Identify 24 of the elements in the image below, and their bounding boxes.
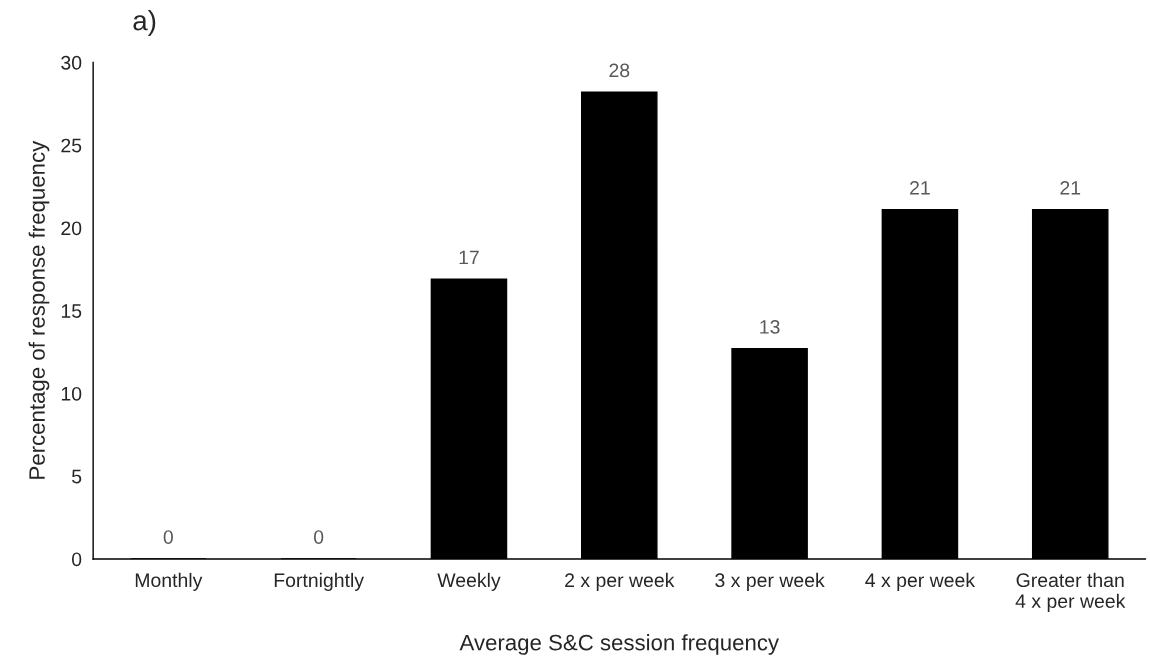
chart-title: a) [133,10,156,36]
y-tick-label: 10 [61,386,82,401]
y-tick-label: 5 [72,469,82,484]
x-tick-label: Weekly [437,572,501,591]
y-tick-label: 20 [61,221,82,236]
x-tick-label: 4 x per week [865,572,976,591]
x-tick-label: 3 x per week [715,572,825,591]
data-label: 28 [609,63,630,78]
data-label: 21 [910,180,930,195]
x-axis-title: Average S&C session frequency [459,634,780,655]
data-label: 13 [760,320,780,334]
data-label: 17 [459,250,479,265]
data-label: 21 [1060,180,1081,195]
data-label: 0 [313,530,324,544]
y-tick-label: 0 [71,552,82,567]
x-tick-label: Monthly [135,572,203,591]
x-tick-label: Greater than 4 x per week [1015,572,1126,612]
y-axis-title: Percentage of response frequency [28,140,50,479]
y-tick-label: 25 [61,138,82,153]
data-label: 0 [163,530,173,544]
y-tick-label: 15 [61,304,82,318]
x-tick-label: 2 x per week [565,572,675,591]
y-tick-label: 30 [61,55,82,70]
x-tick-label: Fortnightly [274,572,364,591]
